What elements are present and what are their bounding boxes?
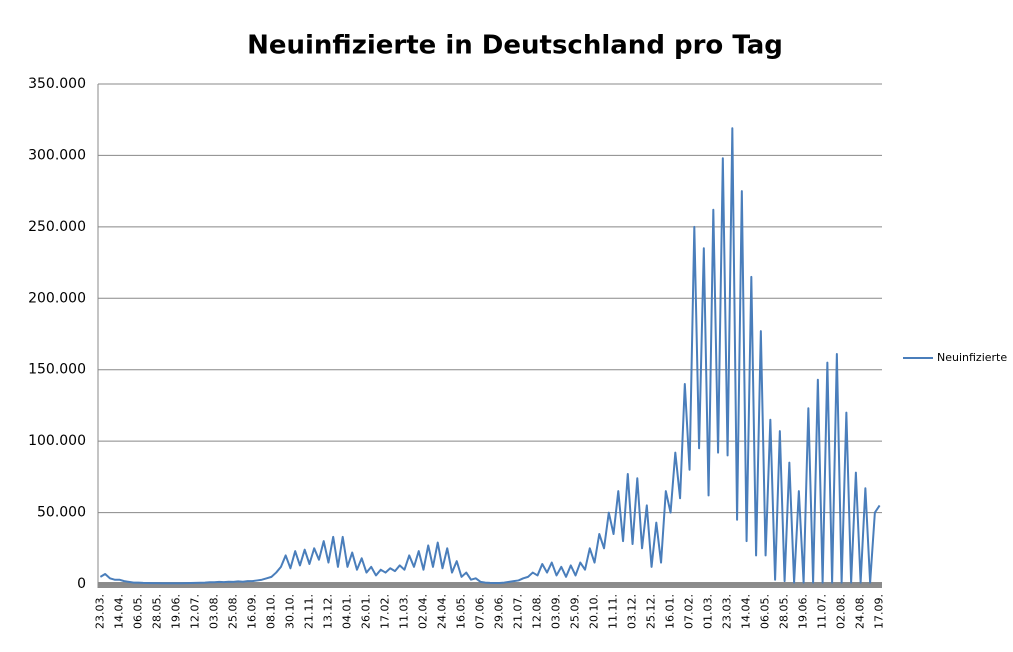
x-tick-label: 29.06.	[493, 594, 506, 629]
x-tick-label: 11.03.	[397, 594, 410, 629]
y-tick-label: 100.000	[28, 433, 86, 449]
x-tick-label: 16.01.	[664, 594, 677, 629]
x-tick-label: 03.09.	[550, 594, 563, 629]
x-tick-label: 14.04.	[740, 594, 753, 629]
x-tick-label: 26.01.	[359, 594, 372, 629]
y-tick-label: 0	[77, 576, 86, 592]
x-tick-label: 19.06.	[169, 594, 182, 629]
x-tick-label: 01.03.	[702, 594, 715, 629]
y-tick-label: 50.000	[37, 505, 86, 521]
x-tick-label: 07.06.	[473, 594, 486, 629]
x-tick-label: 17.02.	[378, 594, 391, 629]
x-tick-label: 06.05.	[759, 594, 772, 629]
x-tick-label: 11.07.	[816, 594, 829, 629]
x-tick-label: 03.12.	[626, 594, 639, 629]
x-tick-label: 06.05.	[131, 594, 144, 629]
x-tick-label: 23.03.	[93, 594, 106, 629]
x-tick-label: 23.03.	[721, 594, 734, 629]
x-tick-label: 07.02.	[683, 594, 696, 629]
legend-label: Neuinfizierte	[937, 351, 1007, 364]
x-tick-label: 16.09.	[245, 594, 258, 629]
x-tick-label: 12.08.	[531, 594, 544, 629]
x-tick-label: 17.09.	[873, 594, 886, 629]
x-tick-label: 02.04.	[416, 594, 429, 629]
y-tick-label: 300.000	[28, 147, 86, 163]
x-tick-label: 21.11.	[302, 594, 315, 629]
x-tick-label: 19.06.	[797, 594, 810, 629]
data-line	[99, 127, 881, 585]
x-tick-label: 24.08.	[854, 594, 867, 629]
x-axis	[98, 582, 882, 588]
x-tick-label: 13.12.	[321, 594, 334, 629]
x-tick-label: 04.01.	[340, 594, 353, 629]
x-tick-label: 16.05.	[454, 594, 467, 629]
x-tick-label: 28.05.	[150, 594, 163, 629]
x-tick-label: 12.07.	[188, 594, 201, 629]
y-tick-label: 150.000	[28, 362, 86, 378]
x-tick-label: 24.04.	[435, 594, 448, 629]
x-tick-label: 25.08.	[226, 594, 239, 629]
y-tick-label: 350.000	[28, 76, 86, 92]
x-tick-label: 30.10.	[283, 594, 296, 629]
x-tick-label: 28.05.	[778, 594, 791, 629]
x-tick-label: 20.10.	[588, 594, 601, 629]
x-tick-label: 11.11.	[607, 594, 620, 629]
x-tick-label: 08.10.	[264, 594, 277, 629]
x-tick-label: 02.08.	[835, 594, 848, 629]
x-tick-label: 03.08.	[207, 594, 220, 629]
chart-title: Neuinfizierte in Deutschland pro Tag	[247, 31, 783, 61]
x-tick-label: 14.04.	[112, 594, 125, 629]
x-tick-label: 21.07.	[512, 594, 525, 629]
x-tick-label: 25.12.	[645, 594, 658, 629]
y-tick-label: 200.000	[28, 290, 86, 306]
y-tick-label: 250.000	[28, 219, 86, 235]
x-tick-label: 25.09.	[569, 594, 582, 629]
